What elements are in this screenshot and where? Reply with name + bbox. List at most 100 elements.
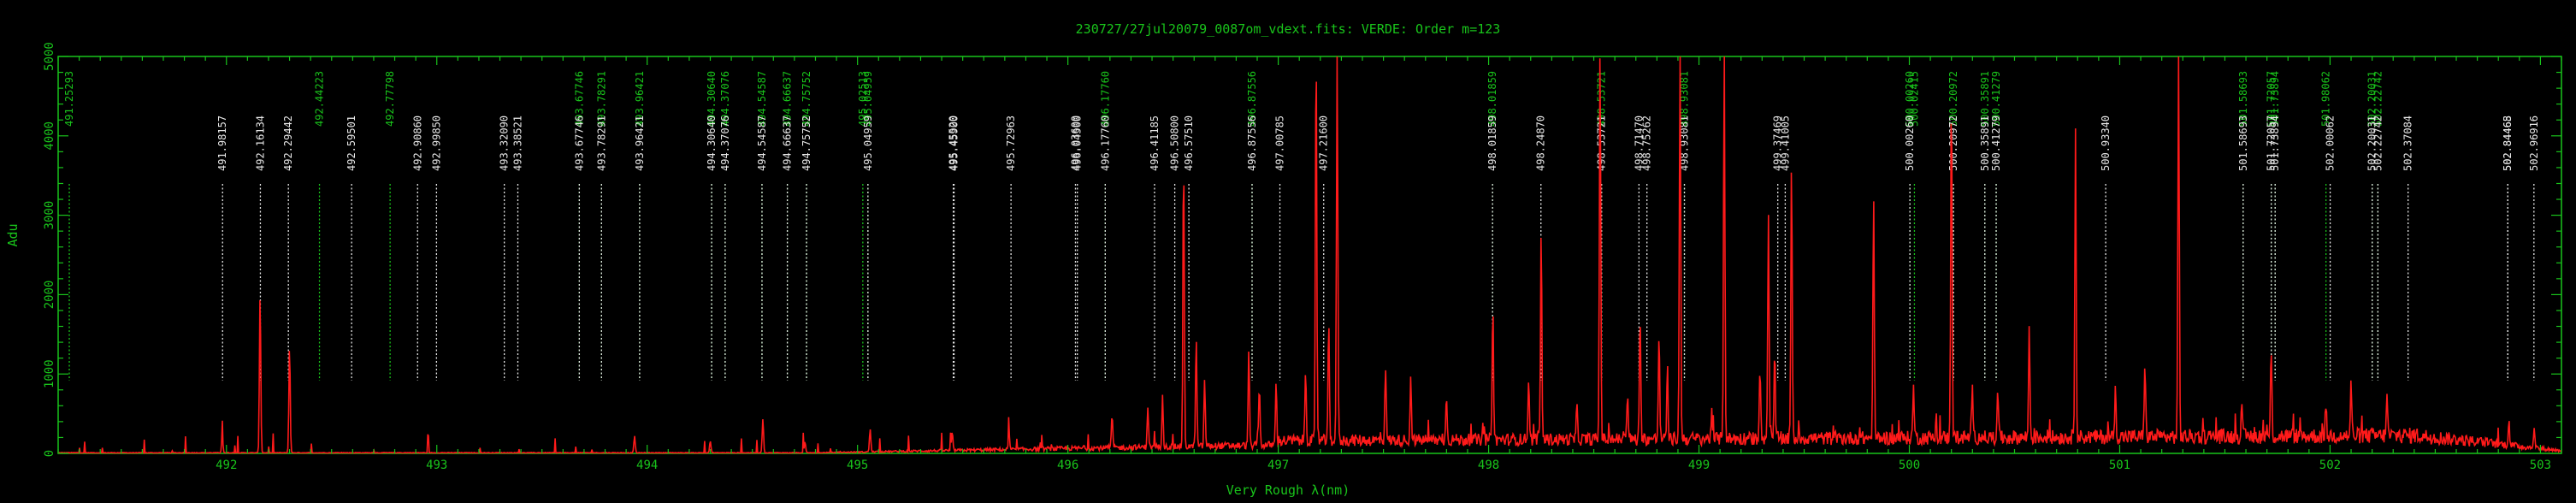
reference-line-label: 502.37084	[2402, 115, 2414, 171]
x-tick-label: 492	[216, 459, 237, 472]
reference-line-label: 498.53721	[1596, 115, 1608, 171]
reference-line-label: 496.57510	[1183, 115, 1195, 171]
reference-line-label: 494.75752	[801, 115, 812, 171]
y-axis-ticks: 0 1000 2000 3000 4000 5000	[43, 42, 2561, 457]
x-tick-label: 500	[1899, 459, 1920, 472]
reference-line-label: 492.44223	[314, 71, 326, 127]
x-tick-label: 501	[2109, 459, 2130, 472]
reference-line-label: 498.24870	[1535, 115, 1547, 171]
reference-line-label: 497.00785	[1274, 115, 1286, 171]
reference-line-label: 502.96916	[2528, 115, 2540, 171]
reference-line-label: 495.04959	[862, 71, 874, 127]
reference-line-label: 500.02415	[1908, 71, 1920, 127]
y-tick-label: 4000	[43, 121, 56, 151]
plot-frame	[57, 56, 2562, 454]
reference-line-label: 500.35891	[1979, 71, 1991, 127]
x-tick-label: 503	[2530, 459, 2551, 472]
reference-line-label: 501.73894	[2269, 115, 2281, 171]
y-tick-label: 2000	[43, 281, 56, 310]
reference-line-label: 493.78291	[595, 71, 607, 127]
reference-line-label: 501.73894	[2269, 71, 2281, 127]
reference-line-label: 498.71470	[1633, 115, 1645, 171]
reference-line-label: 501.58693	[2237, 71, 2249, 127]
reference-line-label: 495.45520	[948, 115, 960, 171]
reference-line-label: 496.04500	[1072, 115, 1084, 171]
x-tick-label: 494	[636, 459, 658, 472]
x-tick-label: 498	[1478, 459, 1499, 472]
x-axis-ticks: 492 493 494 495 496 497 498 499 500 501 502 503	[57, 56, 2562, 472]
reference-line-label: 497.21600	[1318, 115, 1330, 171]
x-tick-label: 496	[1057, 459, 1078, 472]
reference-line-label: 501.72057	[2266, 115, 2278, 171]
reference-line-label: 491.98157	[216, 115, 228, 171]
reference-line-label: 493.96421	[634, 115, 646, 171]
y-tick-label: 3000	[43, 201, 56, 230]
reference-line-label: 496.03600	[1069, 115, 1081, 171]
y-tick-label: 5000	[43, 42, 56, 71]
reference-line-label: 494.66637	[782, 115, 794, 171]
reference-line-label: 492.90860	[411, 115, 423, 171]
y-axis-label: Adu	[5, 223, 21, 246]
reference-line-label: 498.01859	[1486, 71, 1498, 127]
reference-line-label: 494.37076	[719, 115, 731, 171]
reference-line-label: 500.41279	[1990, 71, 2002, 127]
reference-line-label: 494.54587	[756, 71, 768, 127]
reference-line-label: 492.29442	[282, 115, 294, 171]
x-tick-label: 497	[1267, 459, 1289, 472]
reference-line-label: 502.22742	[2372, 71, 2384, 127]
reference-line-label: 496.17760	[1099, 115, 1111, 171]
reference-line-label: 500.35891	[1979, 115, 1991, 171]
reference-line-label: 498.53721	[1596, 71, 1608, 127]
spectrum-series	[58, 56, 2562, 455]
reference-line-label: 493.38521	[511, 115, 523, 171]
reference-line-label: 495.04959	[862, 115, 874, 171]
x-axis-label: Very Rough λ(nm)	[1226, 482, 1350, 498]
reference-line-label: 492.99850	[430, 115, 442, 171]
reference-line-label: 496.17760	[1099, 71, 1111, 127]
reference-lines	[68, 184, 2535, 381]
chart-title: 230727/27jul20079_0087om_vdext.fits: VER…	[1076, 21, 1501, 37]
reference-line-label: 494.54587	[756, 115, 768, 171]
reference-line-label: 493.96421	[634, 71, 646, 127]
reference-line-label: 498.93081	[1679, 115, 1691, 171]
reference-line-label: 498.75262	[1641, 115, 1653, 171]
reference-line-label: 494.37076	[719, 71, 731, 127]
reference-line-label: 493.78291	[595, 115, 607, 171]
reference-line-label: 500.93340	[2100, 115, 2112, 171]
reference-line-label: 498.93081	[1679, 71, 1691, 127]
reference-line-label: 501.98062	[2320, 71, 2332, 127]
y-tick-label: 0	[43, 450, 56, 457]
reference-line-label: 494.66637	[782, 71, 794, 127]
x-tick-label: 493	[426, 459, 447, 472]
reference-line-label: 495.45900	[948, 115, 960, 171]
reference-line-label: 500.20972	[1947, 71, 1959, 127]
reference-line-label: 502.84465	[2502, 115, 2514, 171]
reference-line-label: 493.32090	[499, 115, 511, 171]
reference-line-label: 501.72057	[2266, 71, 2278, 127]
reference-line-label: 500.00260	[1904, 71, 1916, 127]
y-tick-label: 1000	[43, 359, 56, 388]
reference-line-label: 500.41279	[1990, 115, 2002, 171]
reference-line-label: 496.87556	[1246, 71, 1258, 127]
reference-labels: 491.25293 492.44223 492.77798 493.67746 493.…	[63, 71, 2540, 171]
x-tick-label: 495	[847, 459, 868, 472]
reference-line-label: 495.72963	[1005, 115, 1017, 171]
reference-line-label: 491.25293	[63, 71, 75, 127]
reference-line-label: 494.30640	[706, 71, 718, 127]
reference-line-label: 502.22742	[2372, 115, 2384, 171]
reference-line-label: 492.77798	[384, 71, 396, 127]
reference-line-label: 499.37469	[1772, 115, 1784, 171]
reference-line-label: 500.00260	[1904, 115, 1916, 171]
reference-line-label: 493.67746	[573, 71, 585, 127]
reference-line-label: 494.30640	[706, 115, 718, 171]
reference-line-label: 502.20031	[2366, 115, 2378, 171]
reference-line-label: 496.50800	[1169, 115, 1181, 171]
reference-line-label: 502.84468	[2502, 115, 2514, 171]
reference-line-label: 492.59501	[346, 115, 357, 171]
reference-line-label: 496.87556	[1246, 115, 1258, 171]
reference-line-label: 501.58693	[2237, 115, 2249, 171]
x-tick-label: 499	[1688, 459, 1710, 472]
reference-line-label: 502.20031	[2366, 71, 2378, 127]
reference-line-label: 492.16134	[254, 115, 266, 171]
